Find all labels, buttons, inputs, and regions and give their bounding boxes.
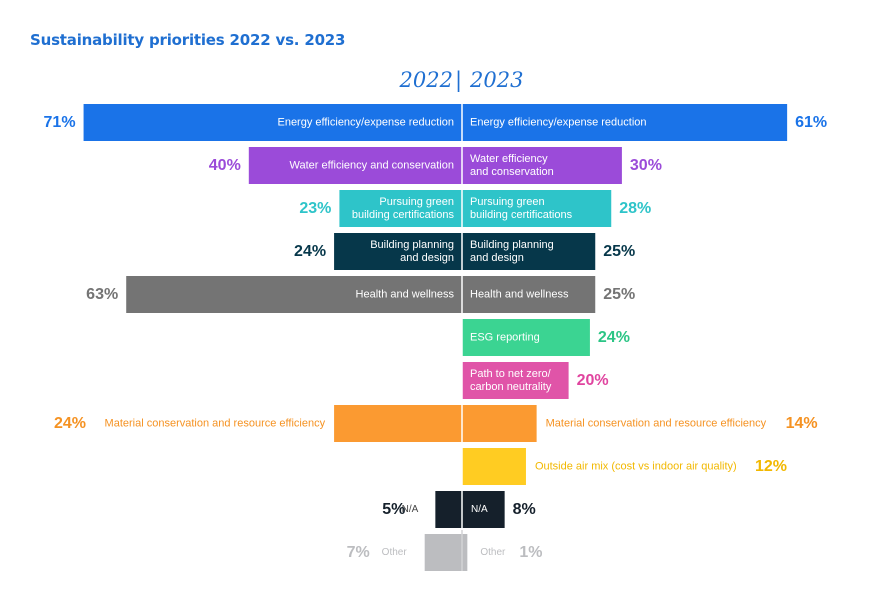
year-label-2022: 2022 [399, 68, 453, 92]
bar-2023-7 [462, 405, 537, 442]
bar-2022-0 [83, 104, 462, 141]
category-label-2023-6: Path to net zero/carbon neutrality [470, 368, 552, 393]
bar-2023-9 [462, 491, 505, 528]
category-label-2022-2: Pursuing green building certifications [352, 196, 455, 221]
category-label-2023-1: Water efficiency and conservation [470, 153, 554, 178]
bar-2023-10 [462, 534, 468, 571]
value-label-2023-5: 24% [598, 329, 630, 346]
year-header: 2022 | 2023 [0, 68, 883, 98]
year-separator: | [455, 68, 463, 92]
value-label-2022-9: 5% [382, 501, 405, 518]
bar-2023-5 [462, 319, 590, 356]
value-label-2023-4: 25% [603, 286, 635, 303]
value-label-2023-3: 25% [603, 243, 635, 260]
bar-2023-8 [462, 448, 526, 485]
bar-2023-2 [462, 190, 612, 227]
category-label-2023-8: Outside air mix (cost vs indoor air qual… [535, 461, 737, 473]
value-label-2023-10: 1% [519, 544, 542, 561]
category-label-2022-1: Water efficiency and conservation [290, 160, 454, 172]
bar-2023-6 [462, 362, 569, 399]
category-label-2022-7: Material conservation and resource effic… [105, 418, 326, 430]
bar-2022-7 [334, 405, 462, 442]
value-label-2023-7: 14% [786, 415, 818, 432]
category-label-2022-4: Health and wellness [356, 289, 455, 301]
value-label-2022-4: 63% [86, 286, 118, 303]
value-label-2022-2: 23% [299, 200, 331, 217]
category-label-2023-4: Health and wellness [470, 289, 569, 301]
bar-2022-9 [435, 491, 462, 528]
bar-2023-0 [462, 104, 788, 141]
value-label-2022-7: 24% [54, 415, 86, 432]
value-label-2023-6: 20% [577, 372, 609, 389]
bar-2022-3 [334, 233, 462, 270]
category-label-2022-10: Other [382, 547, 408, 558]
value-label-2023-0: 61% [795, 114, 827, 131]
bar-2022-10 [424, 534, 462, 571]
category-label-2023-2: Pursuing green building certifications [470, 196, 573, 221]
category-label-2023-0: Energy efficiency/expense reduction [470, 117, 647, 129]
bar-2023-3 [462, 233, 596, 270]
value-label-2022-3: 24% [294, 243, 326, 260]
category-label-2023-3: Building planning and design [470, 239, 554, 264]
category-label-2022-3: Building planning and design [370, 239, 454, 264]
bar-2022-2 [339, 190, 462, 227]
category-label-2023-10: Other [480, 547, 506, 558]
value-label-2022-1: 40% [209, 157, 241, 174]
value-label-2023-1: 30% [630, 157, 662, 174]
bar-2022-4 [126, 276, 463, 313]
year-label-2023: 2023 [470, 68, 524, 92]
value-label-2023-8: 12% [755, 458, 787, 475]
value-label-2022-10: 7% [347, 544, 370, 561]
value-label-2023-2: 28% [619, 200, 651, 217]
category-label-2023-5: ESG reporting [470, 332, 540, 344]
bar-2023-4 [462, 276, 596, 313]
category-label-2023-9: N/A [471, 504, 488, 515]
value-label-2022-0: 71% [44, 114, 76, 131]
bar-2022-1 [248, 147, 462, 184]
chart-title: Sustainability priorities 2022 vs. 2023 [30, 31, 346, 49]
category-label-2022-9: N/A [402, 504, 419, 515]
bar-2023-1 [462, 147, 622, 184]
category-label-2022-0: Energy efficiency/expense reduction [277, 117, 454, 129]
category-label-2023-7: Material conservation and resource effic… [546, 418, 767, 430]
value-label-2023-9: 8% [513, 501, 536, 518]
